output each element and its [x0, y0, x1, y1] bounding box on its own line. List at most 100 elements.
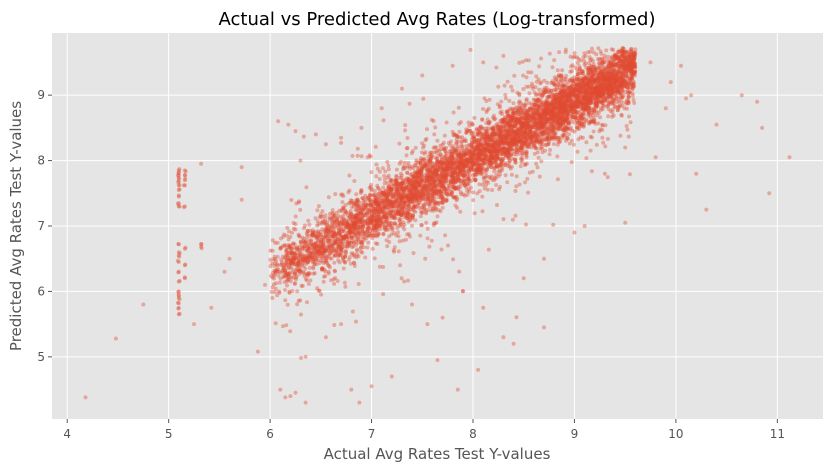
- data-point: [483, 168, 488, 173]
- data-point: [599, 75, 604, 80]
- data-point: [598, 78, 603, 83]
- data-point: [333, 192, 338, 197]
- data-point: [614, 82, 619, 87]
- data-point: [486, 135, 491, 140]
- data-point: [396, 234, 401, 239]
- data-point: [480, 117, 485, 122]
- data-point: [375, 241, 380, 246]
- data-point: [575, 126, 580, 131]
- data-point: [486, 247, 491, 252]
- data-point: [313, 245, 318, 250]
- data-point: [503, 92, 508, 97]
- data-point: [619, 49, 624, 54]
- data-point: [551, 102, 556, 107]
- data-point: [440, 195, 445, 200]
- data-point: [595, 99, 600, 104]
- data-point: [580, 69, 585, 74]
- data-point: [308, 228, 313, 233]
- data-point: [504, 134, 509, 139]
- data-point: [558, 100, 563, 105]
- data-point: [605, 175, 610, 180]
- data-point: [606, 88, 611, 93]
- data-point: [529, 106, 534, 111]
- data-point: [518, 164, 523, 169]
- data-point: [419, 210, 424, 215]
- data-point: [490, 161, 495, 166]
- data-point: [425, 160, 430, 165]
- data-point: [447, 186, 452, 191]
- data-point: [460, 144, 465, 149]
- data-point: [544, 119, 548, 124]
- data-point: [506, 132, 511, 137]
- data-point: [439, 247, 444, 252]
- data-point: [560, 109, 565, 114]
- data-point: [353, 225, 358, 230]
- data-point: [406, 180, 410, 184]
- data-point: [273, 272, 277, 277]
- data-point: [513, 213, 518, 218]
- data-point: [606, 54, 611, 59]
- data-point: [631, 56, 636, 61]
- data-point: [358, 234, 363, 239]
- data-point: [608, 76, 613, 81]
- data-point: [562, 112, 567, 117]
- data-point: [350, 153, 355, 158]
- data-point: [289, 198, 294, 202]
- data-point: [412, 186, 417, 191]
- data-point: [541, 92, 546, 97]
- data-point: [307, 265, 312, 270]
- data-point: [578, 135, 583, 140]
- data-point: [405, 216, 410, 221]
- data-point: [611, 62, 616, 67]
- data-point: [568, 93, 573, 98]
- data-point: [273, 240, 278, 245]
- data-point: [576, 120, 581, 125]
- data-point: [390, 204, 395, 209]
- data-point: [277, 290, 282, 295]
- data-point: [605, 77, 610, 82]
- data-point: [353, 224, 358, 229]
- data-point: [313, 241, 318, 246]
- data-point: [397, 141, 402, 146]
- data-point: [445, 160, 450, 165]
- data-point: [551, 106, 556, 111]
- data-point: [320, 209, 325, 214]
- data-point: [340, 200, 345, 205]
- data-point: [413, 191, 418, 196]
- data-point: [287, 245, 292, 250]
- data-point: [402, 222, 407, 227]
- data-point: [373, 194, 378, 199]
- data-point: [573, 83, 578, 88]
- data-point: [384, 215, 389, 220]
- data-point: [469, 160, 474, 165]
- data-point: [565, 116, 570, 120]
- data-point: [451, 161, 456, 166]
- data-point: [507, 141, 512, 146]
- data-point: [509, 164, 514, 169]
- data-point: [395, 188, 400, 192]
- data-point: [372, 234, 377, 239]
- data-point: [486, 158, 491, 162]
- data-point: [552, 58, 557, 63]
- data-point: [584, 85, 589, 90]
- data-point: [319, 220, 324, 225]
- data-point: [410, 187, 415, 192]
- data-point: [538, 119, 542, 124]
- data-point: [495, 203, 499, 207]
- data-point: [302, 226, 306, 231]
- data-point: [590, 135, 594, 140]
- data-point: [340, 242, 345, 247]
- data-point: [344, 233, 348, 238]
- data-point: [588, 148, 593, 153]
- data-point: [372, 215, 377, 220]
- data-point: [382, 204, 387, 209]
- data-point: [502, 117, 507, 122]
- data-point: [302, 240, 307, 245]
- data-point: [311, 243, 315, 248]
- data-point: [401, 164, 406, 169]
- data-point: [441, 168, 446, 173]
- data-point: [599, 93, 603, 98]
- data-point: [557, 109, 562, 114]
- data-point: [581, 58, 586, 63]
- data-point: [568, 95, 573, 100]
